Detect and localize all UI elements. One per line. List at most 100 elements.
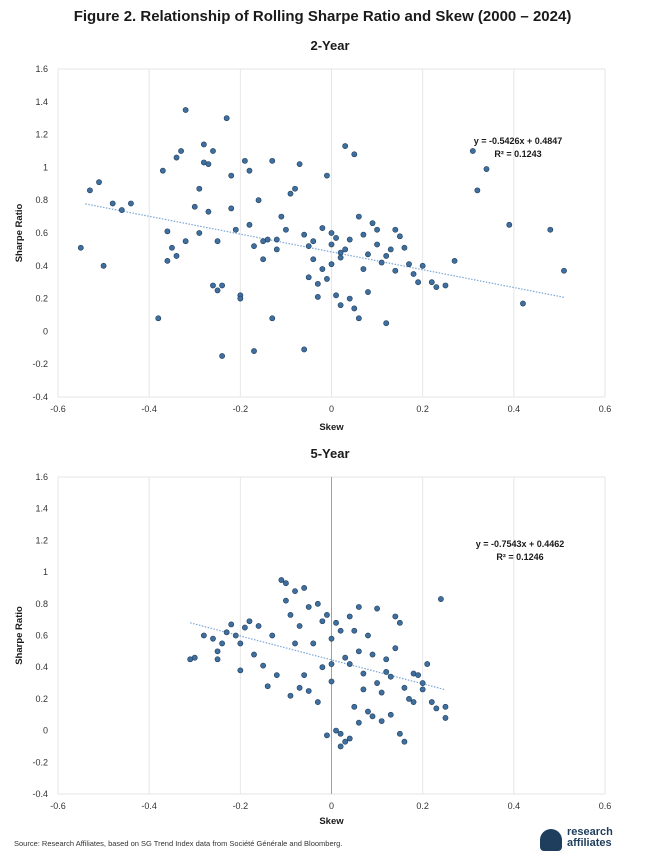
data-point [360, 686, 367, 693]
data-point [301, 672, 308, 679]
data-point [246, 167, 253, 174]
data-point [383, 253, 390, 259]
data-point [246, 221, 253, 228]
data-point [387, 711, 394, 718]
data-point [419, 686, 426, 693]
data-point [178, 148, 184, 154]
x-tick-label: 0.6 [599, 801, 612, 811]
x-tick-label: -0.2 [233, 801, 249, 811]
data-point [219, 282, 225, 289]
data-point [310, 256, 317, 263]
data-point [342, 738, 349, 745]
data-point [173, 253, 180, 259]
y-tick-label: -0.4 [32, 789, 48, 799]
y-tick-label: 0.8 [35, 195, 48, 205]
data-point [182, 238, 189, 245]
data-point [210, 635, 216, 642]
y-axis-label: Sharpe Ratio [14, 606, 25, 665]
data-point [351, 305, 358, 312]
data-point [328, 661, 335, 667]
y-tick-label: 0.4 [35, 261, 48, 271]
data-point [310, 238, 317, 245]
data-point [223, 115, 230, 122]
y-tick-label: 1 [43, 162, 48, 172]
data-point [415, 279, 422, 286]
data-point [219, 640, 225, 647]
x-tick-label: -0.2 [233, 404, 249, 414]
data-point [210, 148, 216, 154]
trend-r-squared: R² = 0.1243 [494, 149, 541, 159]
data-point [278, 213, 285, 220]
data-point [374, 241, 380, 248]
data-point [241, 624, 248, 631]
x-tick-label: 0.2 [416, 404, 429, 414]
data-point [351, 703, 358, 710]
data-point [346, 613, 353, 620]
data-point [401, 684, 408, 691]
data-point [96, 179, 102, 186]
data-point [333, 292, 339, 299]
x-tick-label: 0.6 [599, 404, 612, 414]
x-tick-label: 0.2 [416, 801, 429, 811]
data-point [292, 640, 298, 647]
data-point [328, 241, 335, 248]
research-affiliates-logo: research affiliates [540, 826, 630, 854]
data-point [314, 600, 321, 607]
x-tick-label: -0.6 [50, 404, 66, 414]
data-point [392, 613, 399, 620]
data-point [433, 705, 440, 712]
data-point [319, 225, 326, 231]
data-point [269, 632, 276, 639]
data-point [355, 648, 362, 655]
data-point [346, 735, 353, 742]
data-point [214, 238, 221, 245]
data-point [319, 664, 326, 671]
data-point [561, 267, 567, 274]
data-point [260, 238, 267, 245]
data-point [451, 257, 458, 264]
data-point [314, 699, 321, 705]
data-point [415, 672, 422, 679]
x-tick-label: 0 [329, 801, 334, 811]
data-point [191, 654, 198, 661]
y-tick-label: 0.6 [35, 228, 48, 238]
data-point [200, 632, 207, 639]
data-point [419, 680, 426, 686]
data-point [374, 605, 380, 612]
data-point [369, 651, 376, 658]
data-point [241, 157, 248, 164]
chart-2-year: 2-Year -0.4 -0.2 0 0.2 0.4 0.6 0.8 1 1.2 1.4 1.6 -0.… [14, 38, 612, 433]
data-point [346, 236, 353, 243]
x-tick-label: 0 [329, 404, 334, 414]
data-point [255, 197, 262, 204]
data-point [223, 629, 230, 636]
data-point [77, 244, 84, 251]
data-point [324, 732, 330, 739]
data-point [205, 161, 212, 168]
data-point [210, 282, 216, 289]
data-point [100, 262, 107, 269]
data-point [328, 635, 335, 642]
data-point [214, 648, 221, 655]
data-point [128, 200, 134, 207]
data-point [483, 166, 490, 172]
y-tick-label: -0.2 [32, 359, 48, 369]
data-point [337, 302, 344, 309]
data-point [283, 226, 289, 233]
data-point [346, 295, 353, 302]
data-point [191, 203, 198, 210]
data-point [269, 315, 276, 322]
data-point [337, 627, 344, 634]
data-point [351, 627, 358, 634]
data-point [333, 619, 339, 626]
data-point [251, 348, 257, 354]
data-point [360, 266, 367, 272]
data-point [296, 684, 303, 691]
data-point [269, 157, 276, 164]
chart-title: 2-Year [310, 38, 349, 53]
data-point [273, 236, 280, 243]
data-point [401, 244, 408, 251]
data-point [273, 246, 280, 253]
data-point [428, 699, 435, 705]
x-tick-label: -0.4 [141, 801, 157, 811]
